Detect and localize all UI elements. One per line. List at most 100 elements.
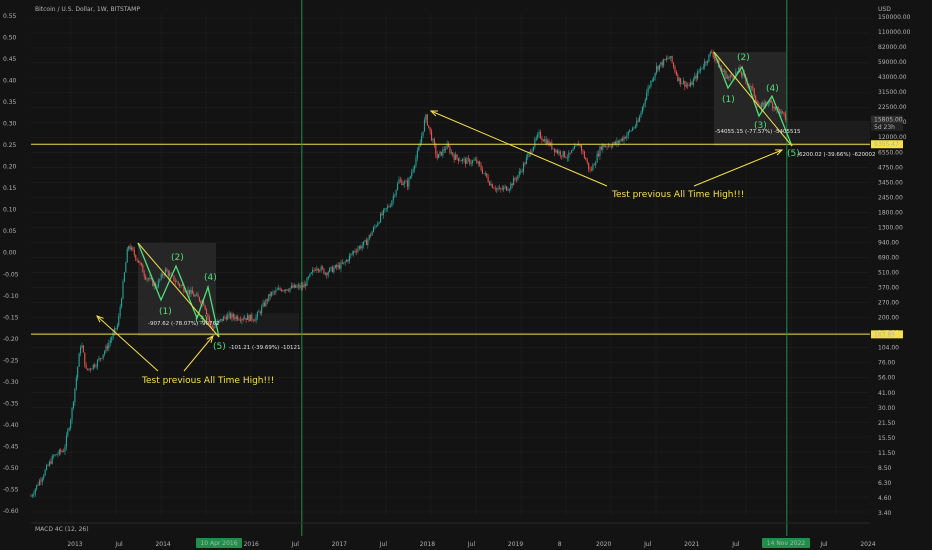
candle <box>54 454 56 457</box>
wave1-label-5: (5) <box>213 342 226 352</box>
candle <box>678 76 680 85</box>
candle <box>207 313 209 321</box>
price-tag-text: 15805.00 <box>874 117 903 124</box>
right-axis-tick: 11.50 <box>878 450 895 457</box>
right-axis-tick: 370.00 <box>878 285 899 292</box>
candle <box>643 103 645 111</box>
candle <box>378 221 380 225</box>
time-highlight-left[interactable]: 10 Apr 2016 <box>196 538 242 548</box>
candle <box>651 78 653 83</box>
horizontal-levels[interactable] <box>31 143 870 335</box>
candle <box>610 144 612 150</box>
candle <box>561 155 563 160</box>
candle <box>44 468 46 477</box>
time-highlight-right[interactable]: 14 Nov 2022 <box>762 538 810 548</box>
candle <box>126 246 128 263</box>
candle <box>466 156 468 165</box>
candle <box>31 493 33 499</box>
left-axis-tick: 0.25 <box>3 142 17 149</box>
candle <box>381 211 383 217</box>
candle <box>671 55 673 64</box>
time-axis-label: 2019 <box>508 541 523 548</box>
candle <box>430 128 433 142</box>
candle <box>446 140 448 150</box>
candle <box>660 61 662 68</box>
candle <box>422 131 424 139</box>
annotation-drawings[interactable] <box>96 51 793 372</box>
wave1-label-4: (4) <box>204 273 217 283</box>
candle <box>143 269 145 280</box>
candle <box>188 289 191 298</box>
price-tag[interactable]: 163.85 <box>871 330 903 339</box>
price-tag[interactable]: 15805.00 <box>871 115 903 124</box>
time-axis-label: Jul <box>819 541 828 548</box>
right-axis-tick: 41.00 <box>878 390 895 397</box>
candle <box>470 159 472 167</box>
candle <box>146 277 148 283</box>
right-axis-tick: 56.00 <box>878 375 895 382</box>
time-axis-label: 2017 <box>332 541 347 548</box>
candle <box>109 336 111 347</box>
candle <box>781 110 784 115</box>
candle <box>322 265 324 270</box>
candle <box>198 296 200 303</box>
candle <box>511 182 513 189</box>
candle <box>453 153 455 164</box>
candle <box>346 258 348 263</box>
candle <box>532 146 534 152</box>
candle <box>111 336 113 344</box>
right-axis-tick: 31500.00 <box>878 89 907 96</box>
candle <box>43 473 45 481</box>
candle <box>225 314 227 322</box>
candle <box>494 185 496 192</box>
left-axis-tick: 0.20 <box>3 164 17 171</box>
wave1-trendline[interactable] <box>137 242 220 338</box>
candle <box>177 280 179 286</box>
candle <box>479 160 481 167</box>
measure-label-1a: -907.62 (-78.07%) -90762 <box>148 321 219 327</box>
indicator-label[interactable]: MACD 4C (12, 26) <box>35 526 89 533</box>
candle <box>149 274 151 281</box>
candle <box>425 113 427 124</box>
candle <box>579 144 581 148</box>
candle <box>232 312 234 321</box>
candle <box>135 254 137 262</box>
price-tag-text: 5d 23h <box>874 124 895 131</box>
vertical-markers[interactable] <box>301 0 788 536</box>
ath-note-2017[interactable]: Test previous All Time High!!! <box>611 190 744 200</box>
candle <box>637 117 639 123</box>
ath-note-2013[interactable]: Test previous All Time High!!! <box>141 376 274 386</box>
time-axis-label: 2013 <box>67 541 82 548</box>
right-axis-tick: 1800.00 <box>878 209 903 216</box>
candle <box>559 150 561 159</box>
candle <box>518 168 520 178</box>
candle <box>355 248 358 256</box>
candle <box>401 178 403 186</box>
symbol-title[interactable]: Bitcoin / U.S. Dollar, 1W, BITSTAMP <box>35 6 140 13</box>
candle <box>205 307 208 315</box>
candle <box>53 454 55 459</box>
right-axis-tick: 690.00 <box>878 254 899 261</box>
price-tag[interactable]: 9355.47 <box>871 140 903 149</box>
candle <box>340 260 342 273</box>
candle <box>592 163 594 172</box>
right-axis[interactable]: 150000.00 110000.00 82000.00 59000.00 43000.… <box>871 0 932 536</box>
ath-arrow-1b[interactable] <box>183 335 214 372</box>
candle <box>531 148 533 155</box>
left-axis-tick: -0.50 <box>3 465 19 472</box>
wave1-zigzag[interactable] <box>137 242 220 338</box>
candle <box>79 345 82 357</box>
candle <box>648 85 651 90</box>
candle <box>663 58 665 68</box>
wave2-zigzag[interactable] <box>713 51 793 147</box>
ath-arrow-2a[interactable] <box>429 110 608 187</box>
ath-arrow-2b[interactable] <box>693 149 784 187</box>
candle <box>77 366 79 381</box>
ath-arrow-1a[interactable] <box>96 315 159 372</box>
candle <box>525 154 527 165</box>
price-tag[interactable]: 5d 23h <box>871 123 903 132</box>
right-axis-tick: 76.00 <box>878 360 895 367</box>
wave2-trendline[interactable] <box>713 51 793 147</box>
right-axis-tick: 3.40 <box>878 510 892 517</box>
